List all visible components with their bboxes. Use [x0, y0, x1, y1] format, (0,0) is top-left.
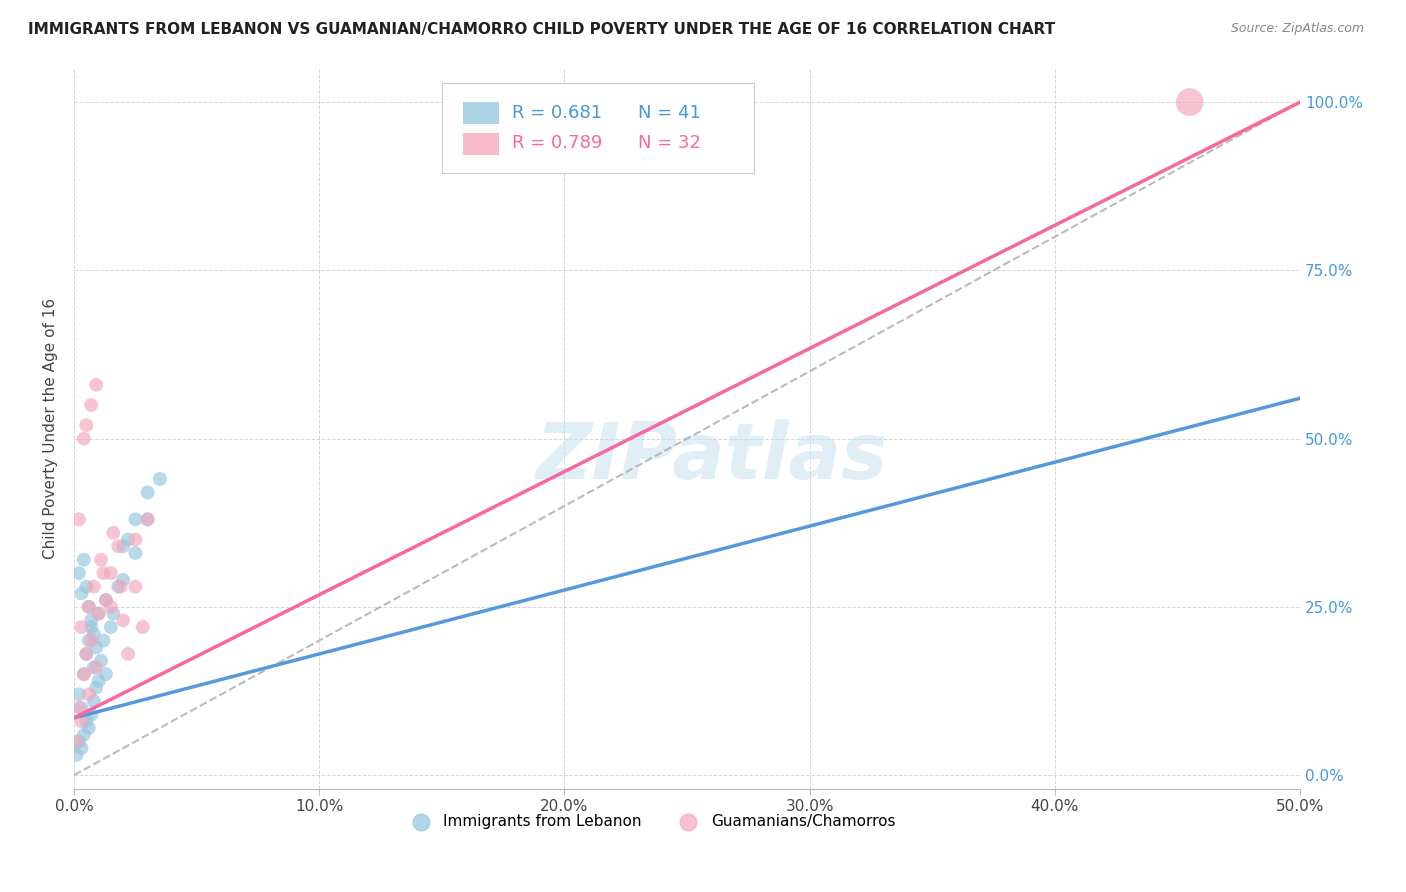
- Point: [77, 687, 100, 701]
- Point: [94, 667, 117, 681]
- Point: [77, 599, 100, 614]
- Point: [80, 613, 103, 627]
- Point: [70, 586, 93, 600]
- Bar: [463, 103, 499, 124]
- Point: [100, 620, 122, 634]
- Point: [73, 432, 96, 446]
- Point: [65, 734, 87, 748]
- Point: [70, 620, 93, 634]
- Point: [87, 673, 110, 688]
- Point: [83, 660, 105, 674]
- Text: Source: ZipAtlas.com: Source: ZipAtlas.com: [1230, 22, 1364, 36]
- Text: N = 41: N = 41: [638, 104, 702, 122]
- Point: [73, 553, 96, 567]
- Point: [80, 633, 103, 648]
- Point: [136, 485, 159, 500]
- Point: [75, 647, 97, 661]
- Point: [87, 607, 110, 621]
- Point: [94, 593, 117, 607]
- Point: [136, 512, 159, 526]
- Y-axis label: Child Poverty Under the Age of 16: Child Poverty Under the Age of 16: [44, 298, 58, 559]
- Point: [83, 626, 105, 640]
- Text: R = 0.681: R = 0.681: [512, 104, 602, 122]
- Point: [110, 580, 132, 594]
- Point: [70, 741, 93, 756]
- Point: [67, 700, 90, 714]
- Point: [80, 707, 103, 722]
- Point: [100, 599, 122, 614]
- Point: [90, 654, 112, 668]
- Point: [67, 566, 90, 581]
- Point: [132, 620, 155, 634]
- Point: [80, 620, 103, 634]
- Point: [84, 681, 107, 695]
- Point: [124, 533, 146, 547]
- Bar: [463, 133, 499, 155]
- Point: [1178, 95, 1201, 110]
- Point: [70, 700, 93, 714]
- Point: [124, 546, 146, 560]
- FancyBboxPatch shape: [441, 83, 755, 173]
- Point: [75, 418, 97, 433]
- Point: [83, 694, 105, 708]
- Point: [77, 599, 100, 614]
- Point: [103, 607, 125, 621]
- Text: ZIPatlas: ZIPatlas: [536, 419, 887, 495]
- Point: [94, 593, 117, 607]
- Point: [100, 566, 122, 581]
- Text: R = 0.789: R = 0.789: [512, 134, 602, 152]
- Point: [107, 539, 129, 553]
- Point: [112, 539, 135, 553]
- Point: [75, 714, 97, 729]
- Point: [107, 580, 129, 594]
- Point: [87, 607, 110, 621]
- Point: [73, 667, 96, 681]
- Point: [84, 660, 107, 674]
- Legend: Immigrants from Lebanon, Guamanians/Chamorros: Immigrants from Lebanon, Guamanians/Cham…: [399, 807, 901, 835]
- Point: [75, 647, 97, 661]
- Point: [77, 721, 100, 735]
- Point: [77, 633, 100, 648]
- Point: [90, 553, 112, 567]
- Point: [73, 728, 96, 742]
- Point: [93, 633, 115, 648]
- Point: [75, 580, 97, 594]
- Text: N = 32: N = 32: [638, 134, 702, 152]
- Point: [84, 640, 107, 655]
- Point: [112, 573, 135, 587]
- Text: IMMIGRANTS FROM LEBANON VS GUAMANIAN/CHAMORRO CHILD POVERTY UNDER THE AGE OF 16 : IMMIGRANTS FROM LEBANON VS GUAMANIAN/CHA…: [28, 22, 1056, 37]
- Point: [124, 580, 146, 594]
- Point: [67, 734, 90, 748]
- Point: [93, 566, 115, 581]
- Point: [80, 398, 103, 412]
- Point: [67, 512, 90, 526]
- Point: [112, 613, 135, 627]
- Point: [124, 512, 146, 526]
- Point: [84, 377, 107, 392]
- Point: [67, 687, 90, 701]
- Point: [136, 512, 159, 526]
- Point: [65, 747, 87, 762]
- Point: [83, 580, 105, 594]
- Point: [117, 533, 139, 547]
- Point: [70, 714, 93, 729]
- Point: [149, 472, 172, 486]
- Point: [117, 647, 139, 661]
- Point: [103, 525, 125, 540]
- Point: [73, 667, 96, 681]
